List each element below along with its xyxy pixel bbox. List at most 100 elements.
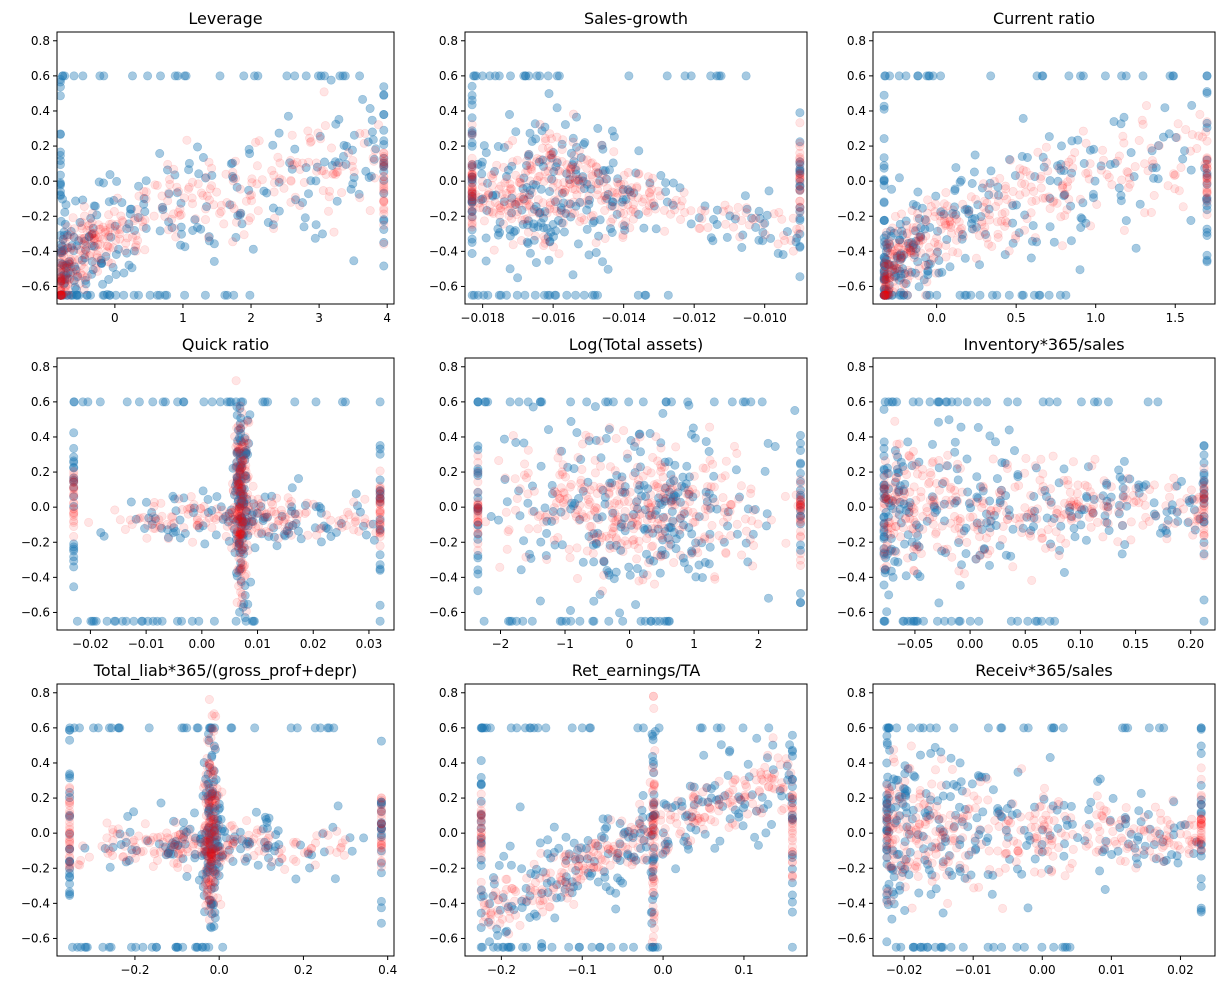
scatter-point-red: [241, 447, 251, 457]
scatter-point-red: [525, 176, 535, 186]
scatter-point-red: [726, 499, 736, 509]
scatter-point-red: [881, 290, 891, 300]
scatter-point-red: [1060, 211, 1070, 221]
scatter-point-blue: [206, 922, 216, 932]
scatter-point-blue: [300, 213, 310, 223]
scatter-point-red: [1199, 551, 1209, 561]
y-tick-label: −0.2: [429, 535, 458, 549]
scatter-point-red: [891, 547, 901, 557]
scatter-point-blue: [879, 215, 889, 225]
scatter-point-blue: [906, 237, 916, 247]
scatter-point-blue: [914, 457, 924, 467]
scatter-point-red: [484, 207, 494, 217]
scatter-point-red: [997, 485, 1007, 495]
scatter-point-red: [724, 205, 734, 215]
scatter-point-blue: [193, 723, 203, 733]
scatter-point-blue: [251, 807, 261, 817]
scatter-point-blue: [895, 219, 905, 229]
scatter-point-red: [914, 233, 924, 243]
scatter-point-blue: [593, 528, 603, 538]
scatter-point-blue: [245, 149, 255, 159]
scatter-point-red: [953, 459, 963, 469]
scatter-point-red: [61, 271, 71, 281]
scatter-point-blue: [589, 557, 599, 567]
scatter-point-red: [236, 486, 246, 496]
scatter-point-blue: [241, 616, 251, 626]
scatter-point-red: [225, 516, 235, 526]
scatter-point-blue: [204, 823, 214, 833]
scatter-point-red: [546, 146, 556, 156]
scatter-point-red: [57, 287, 65, 297]
scatter-point-red: [577, 484, 587, 494]
scatter-point-red: [467, 195, 477, 205]
scatter-point-blue: [379, 110, 389, 120]
scatter-point-blue: [203, 779, 213, 789]
scatter-point-red: [60, 237, 70, 247]
scatter-point-blue: [111, 290, 121, 300]
scatter-point-red: [201, 836, 211, 846]
scatter-point-red: [57, 290, 66, 300]
scatter-point-blue: [240, 613, 250, 623]
scatter-point-red: [237, 476, 247, 486]
scatter-point-red: [795, 502, 805, 512]
scatter-point-blue: [208, 900, 218, 910]
scatter-point-red: [89, 228, 99, 238]
scatter-point-blue: [319, 157, 329, 167]
scatter-point-blue: [237, 462, 247, 472]
scatter-point-blue: [157, 523, 167, 533]
scatter-point-blue: [1075, 265, 1085, 275]
scatter-point-blue: [375, 397, 385, 407]
scatter-point-red: [282, 526, 292, 536]
scatter-point-red: [526, 164, 536, 174]
scatter-point-red: [88, 229, 98, 239]
scatter-point-red: [1048, 197, 1058, 207]
scatter-point-red: [299, 178, 309, 188]
scatter-point-blue: [972, 472, 982, 482]
scatter-point-blue: [467, 225, 477, 235]
scatter-point-blue: [616, 545, 626, 555]
scatter-point-blue: [1045, 193, 1055, 203]
scatter-point-red: [758, 219, 768, 229]
scatter-point-red: [247, 190, 257, 200]
scatter-point-red: [239, 438, 249, 448]
scatter-point-blue: [880, 71, 890, 81]
scatter-point-red: [907, 206, 917, 216]
scatter-point-blue: [671, 534, 681, 544]
scatter-point-red: [209, 823, 219, 833]
scatter-point-red: [998, 500, 1008, 510]
scatter-point-red: [934, 485, 944, 495]
scatter-point-blue: [220, 826, 230, 836]
scatter-point-blue: [1180, 146, 1190, 156]
scatter-point-blue: [887, 496, 897, 506]
scatter-point-red: [965, 497, 975, 507]
scatter-point-red: [892, 439, 902, 449]
scatter-point-red: [643, 498, 653, 508]
scatter-point-blue: [473, 441, 483, 451]
scatter-point-red: [679, 507, 689, 517]
scatter-point-red: [510, 200, 520, 210]
scatter-point-blue: [612, 470, 622, 480]
scatter-point-blue: [608, 197, 618, 207]
scatter-point-red: [884, 275, 894, 285]
scatter-point-red: [894, 439, 904, 449]
scatter-point-red: [1008, 562, 1018, 572]
scatter-point-blue: [65, 864, 75, 874]
scatter-point-blue: [179, 493, 189, 503]
scatter-point-red: [205, 829, 215, 839]
scatter-point-blue: [1066, 236, 1076, 246]
scatter-point-blue: [249, 499, 259, 509]
scatter-point-blue: [879, 484, 889, 494]
scatter-point-red: [329, 169, 339, 179]
scatter-point-red: [289, 160, 299, 170]
scatter-point-red: [883, 494, 893, 504]
scatter-point-blue: [236, 208, 246, 218]
scatter-point-red: [521, 473, 531, 483]
scatter-point-blue: [207, 909, 217, 919]
scatter-point-red: [795, 157, 805, 167]
scatter-point-blue: [180, 290, 190, 300]
scatter-point-blue: [233, 497, 243, 507]
scatter-point-blue: [199, 758, 209, 768]
scatter-point-red: [234, 581, 244, 591]
scatter-point-red: [550, 515, 560, 525]
